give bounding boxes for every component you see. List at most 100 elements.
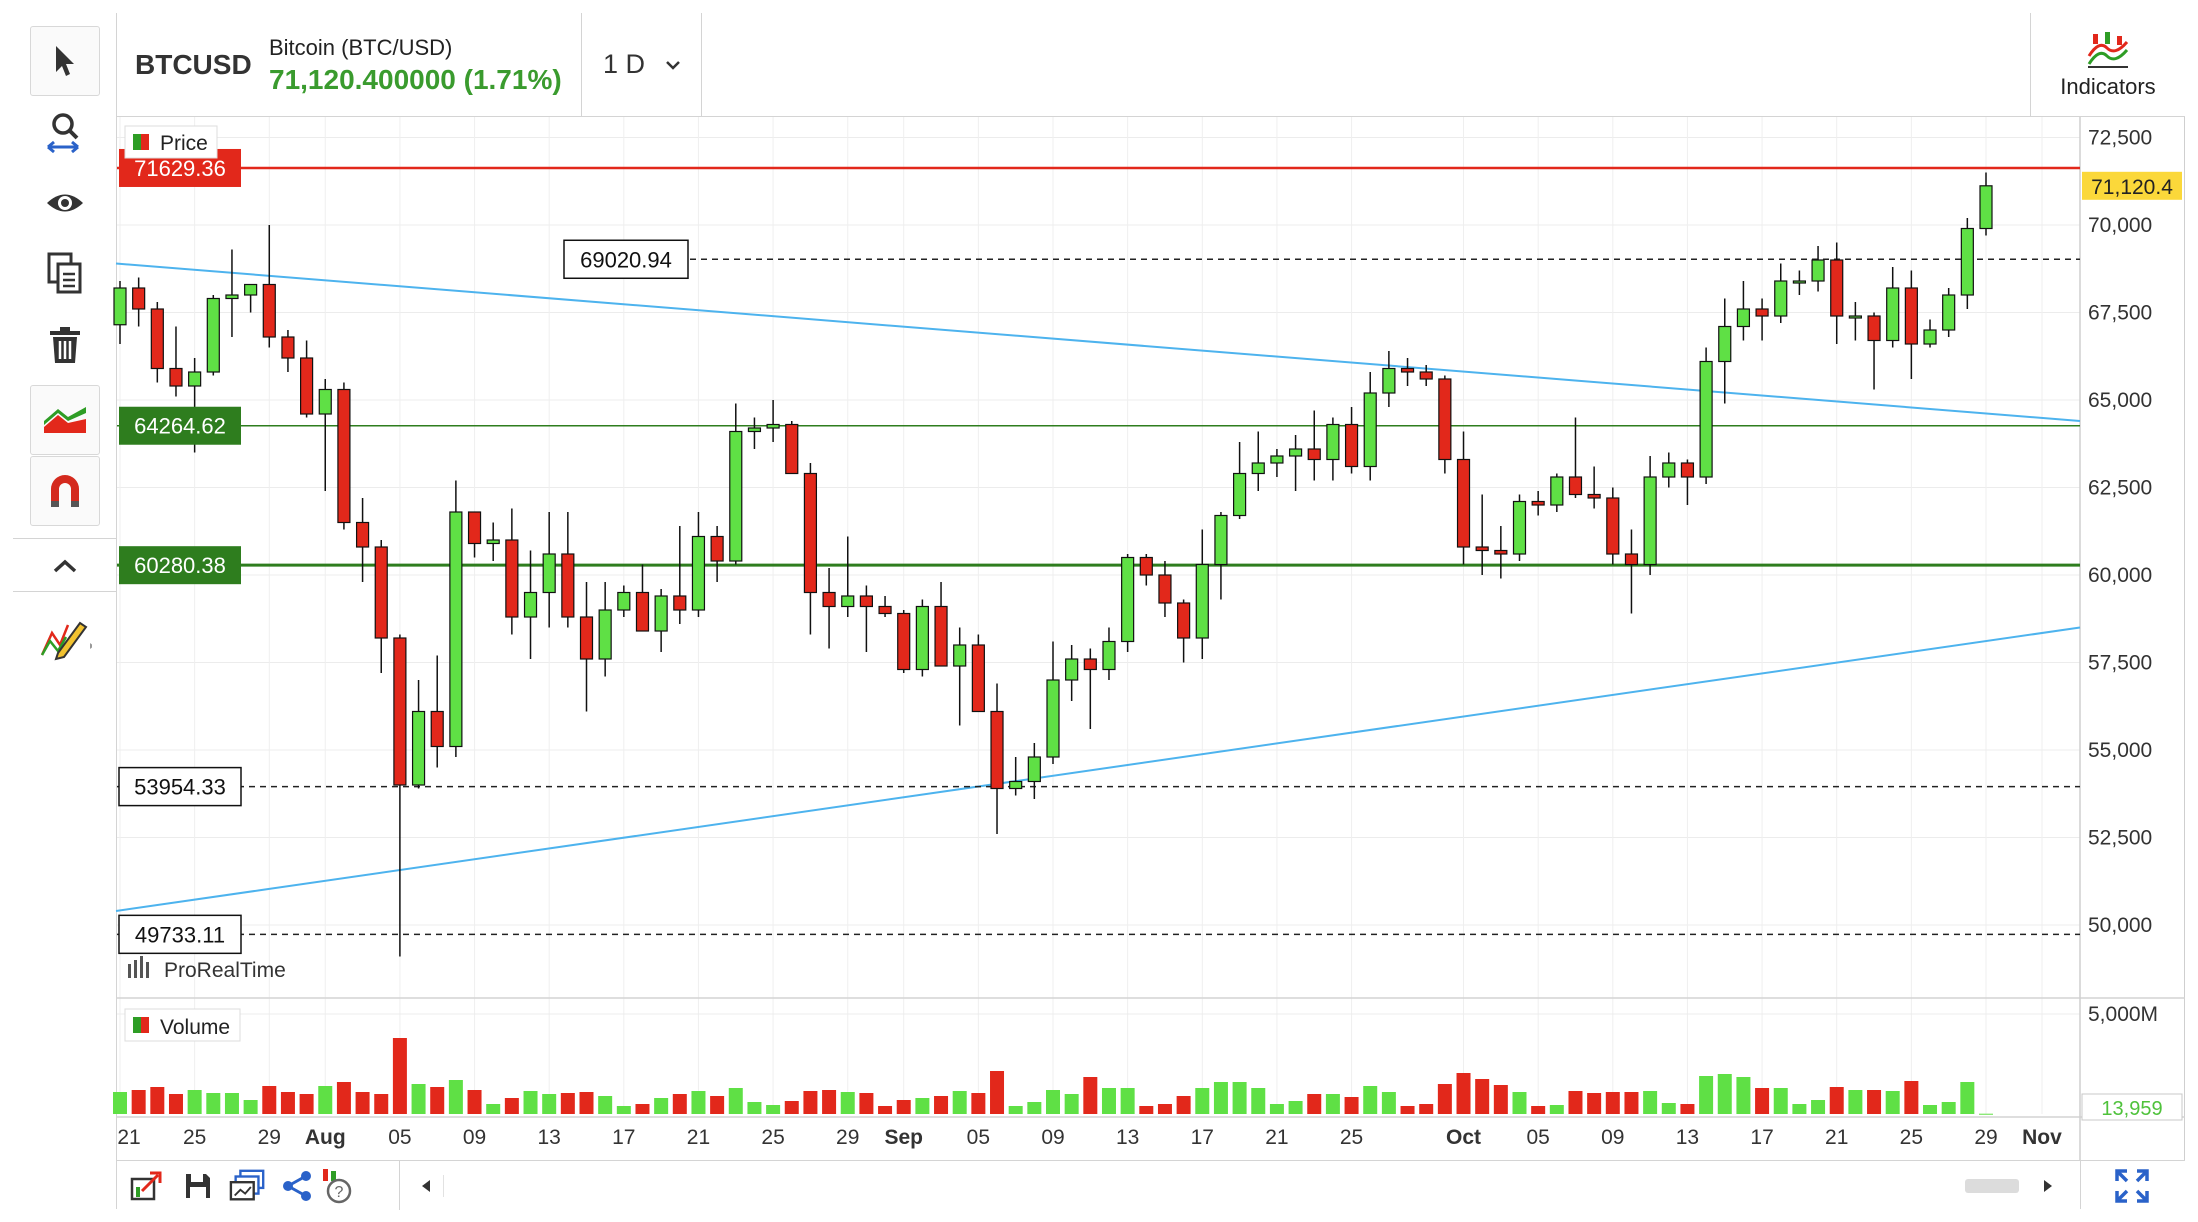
magnet-tool[interactable] [30, 456, 100, 526]
trend-tool[interactable] [30, 385, 100, 455]
share-button[interactable] [279, 1167, 317, 1205]
volume-bar [1475, 1079, 1490, 1114]
volume-bar [1792, 1104, 1807, 1114]
cursor-tool[interactable] [30, 26, 100, 96]
volume-bar [896, 1100, 911, 1114]
drawing-tools-button[interactable] [30, 603, 100, 673]
level-badge-label: 64264.62 [134, 414, 226, 439]
time-tick-label: 09 [1601, 1126, 1624, 1149]
volume-bar [1232, 1082, 1247, 1114]
trendline [115, 262, 2081, 422]
scroll-left-button[interactable] [407, 1167, 445, 1205]
candle-body [1718, 325, 1732, 363]
candle-body [1195, 563, 1209, 639]
candle-body [859, 595, 874, 608]
trend-icon [44, 407, 86, 433]
time-tick-label: 29 [836, 1126, 859, 1149]
volume-bar [1101, 1088, 1116, 1114]
volume-bar [1755, 1088, 1770, 1114]
candle-body [1307, 448, 1321, 461]
volume-bar [915, 1098, 930, 1114]
candle-body [598, 609, 612, 660]
candle-body [1046, 679, 1060, 758]
zoom-tool[interactable] [30, 97, 100, 167]
caret-left-icon [422, 1180, 430, 1192]
trendlines [115, 262, 2081, 912]
indicators-button[interactable]: Indicators [2031, 13, 2185, 117]
candle-body [1531, 500, 1545, 506]
scroll-right-button[interactable] [2029, 1167, 2067, 1205]
level-badge-label: 71629.36 [134, 156, 226, 181]
time-tick-label: 05 [1526, 1126, 1549, 1149]
volume-bar [1848, 1090, 1863, 1114]
candle-body [1774, 280, 1788, 317]
volume-legend[interactable]: Volume [124, 1008, 241, 1042]
layouts-button[interactable] [229, 1167, 267, 1205]
price-legend[interactable]: Price [124, 125, 218, 159]
volume-bar [542, 1094, 557, 1114]
candle-body [579, 616, 594, 660]
volume-bar [150, 1087, 165, 1114]
volume-bar [1624, 1092, 1639, 1114]
candles [113, 172, 1993, 957]
candle-body [188, 371, 202, 387]
candle-body [318, 388, 332, 415]
scrollbar-thumb[interactable] [1965, 1179, 2019, 1193]
volume-bar [691, 1091, 706, 1114]
volume-bar [1437, 1084, 1452, 1114]
time-tick-label: 25 [761, 1126, 784, 1149]
time-tick-label: 21 [687, 1126, 710, 1149]
collapse-toolbar-button[interactable] [30, 541, 100, 591]
instrument-symbol[interactable]: BTCUSD [135, 49, 252, 80]
volume-bar [1195, 1088, 1210, 1114]
volume-bar [1568, 1091, 1583, 1114]
volume-bar [1661, 1103, 1676, 1114]
export-button[interactable] [127, 1167, 165, 1205]
top-bar: BTCUSD Bitcoin (BTC/USD) 71,120.400000 (… [117, 13, 2185, 117]
candle-body [1419, 371, 1433, 380]
volume-bar [1381, 1092, 1396, 1114]
price-tick-label: 70,000 [2088, 214, 2152, 237]
candle-body [1158, 574, 1172, 604]
candle-body [1886, 287, 1900, 342]
volume-bar [299, 1094, 314, 1114]
fullscreen-button[interactable] [2113, 1167, 2151, 1205]
volume-bar [1829, 1087, 1844, 1114]
delete-tool[interactable] [30, 310, 100, 380]
volume-bar [1251, 1088, 1266, 1114]
candle-body [132, 287, 146, 310]
candle-body [561, 553, 575, 618]
volume-bar [1773, 1088, 1788, 1114]
price-axis: 50,000 52,500 55,000 57,500 60,000 62,500 65,0… [2088, 127, 2158, 1027]
timeframe-select[interactable]: 1 D [603, 49, 681, 80]
volume-bar [1904, 1081, 1919, 1114]
candle-body [206, 297, 220, 373]
volume-bar [1400, 1106, 1415, 1114]
candle-body [878, 605, 892, 615]
candle-body [1027, 756, 1041, 783]
help-button[interactable]: ? [317, 1167, 355, 1205]
time-tick-label: 21 [117, 1126, 140, 1149]
price-tick-label: 55,000 [2088, 739, 2152, 762]
time-tick-label: 05 [388, 1126, 411, 1149]
volume-bar [224, 1093, 239, 1114]
drawing-tools-icon [40, 621, 92, 661]
cursor-icon [56, 46, 74, 76]
volume-bar [1139, 1106, 1154, 1114]
volume-bar [430, 1087, 445, 1114]
candle-body [673, 595, 687, 611]
visibility-tool[interactable] [30, 168, 100, 238]
candle-body [710, 535, 724, 562]
copy-tool[interactable] [30, 239, 100, 309]
volume-bar [747, 1102, 762, 1114]
candle-body [1811, 259, 1825, 282]
time-tick-label: 17 [1191, 1126, 1214, 1149]
level-badges: 71629.36 69020.94 64264.62 60280.38 53954.33… [118, 148, 2183, 1121]
volume-bar [766, 1105, 781, 1114]
eye-icon [47, 194, 83, 212]
save-button[interactable] [179, 1167, 217, 1205]
volume-bar [672, 1094, 687, 1114]
volume-bar [374, 1094, 389, 1114]
candle-body [1214, 514, 1228, 566]
